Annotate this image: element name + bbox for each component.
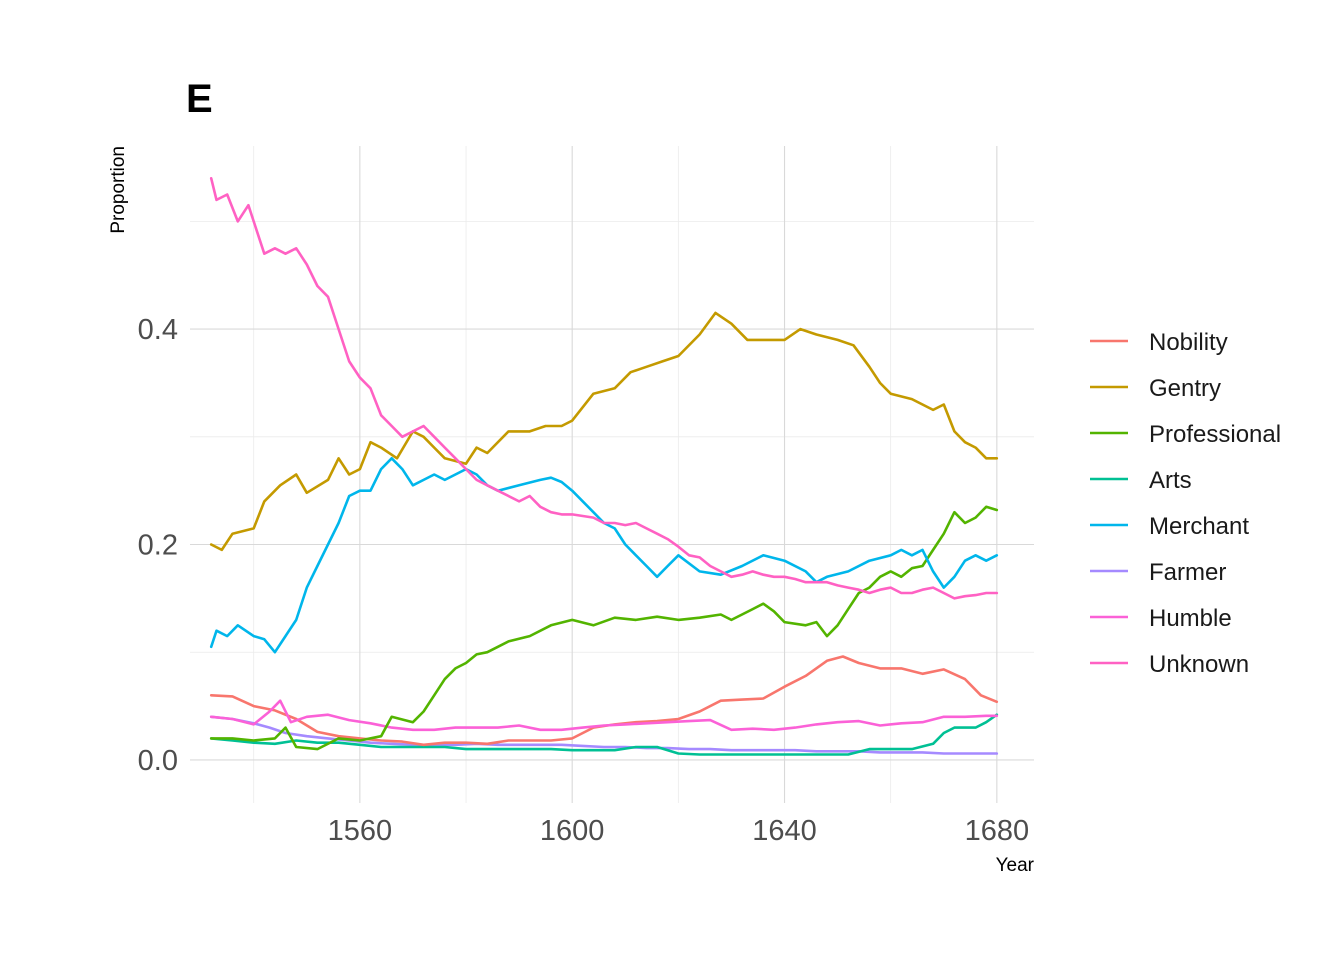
x-axis-title: Year — [996, 855, 1035, 876]
legend-label: Farmer — [1149, 559, 1226, 586]
legend-item-gentry: Gentry — [1090, 375, 1221, 402]
panel-tag: E — [186, 77, 213, 121]
legend-item-professional: Professional — [1090, 421, 1281, 448]
series-line-arts — [209, 713, 999, 756]
series-line-merchant — [209, 457, 999, 654]
legend-label: Humble — [1149, 605, 1232, 632]
grid — [190, 146, 1034, 803]
legend-label: Nobility — [1149, 329, 1228, 356]
legend-label: Unknown — [1149, 651, 1249, 678]
y-tick-label: 0.4 — [138, 314, 178, 346]
series-line-professional — [209, 505, 999, 751]
x-axis-ticks: 1560 1600 1640 1680 — [328, 815, 1029, 847]
legend-item-merchant: Merchant — [1090, 513, 1249, 540]
legend-item-arts: Arts — [1090, 467, 1192, 494]
legend-label: Merchant — [1149, 513, 1249, 540]
series-line-nobility — [209, 655, 999, 747]
series-line-unknown — [209, 177, 999, 600]
x-tick-label: 1640 — [752, 815, 817, 847]
series-line-gentry — [209, 311, 999, 552]
legend: Nobility Gentry Professional Arts Merchant Fa… — [1090, 329, 1281, 678]
y-axis-title: Proportion — [108, 146, 129, 234]
series-lines — [209, 177, 999, 756]
x-tick-label: 1600 — [540, 815, 605, 847]
legend-item-humble: Humble — [1090, 605, 1232, 632]
legend-label: Professional — [1149, 421, 1281, 448]
series-line-humble — [209, 699, 999, 732]
legend-item-unknown: Unknown — [1090, 651, 1249, 678]
legend-item-farmer: Farmer — [1090, 559, 1226, 586]
y-tick-label: 0.0 — [138, 745, 178, 777]
legend-label: Gentry — [1149, 375, 1221, 402]
x-tick-label: 1680 — [965, 815, 1030, 847]
legend-label: Arts — [1149, 467, 1192, 494]
y-axis-ticks: 0.0 0.2 0.4 — [138, 314, 178, 777]
y-tick-label: 0.2 — [138, 530, 178, 562]
x-tick-label: 1560 — [328, 815, 393, 847]
legend-item-nobility: Nobility — [1090, 329, 1228, 356]
